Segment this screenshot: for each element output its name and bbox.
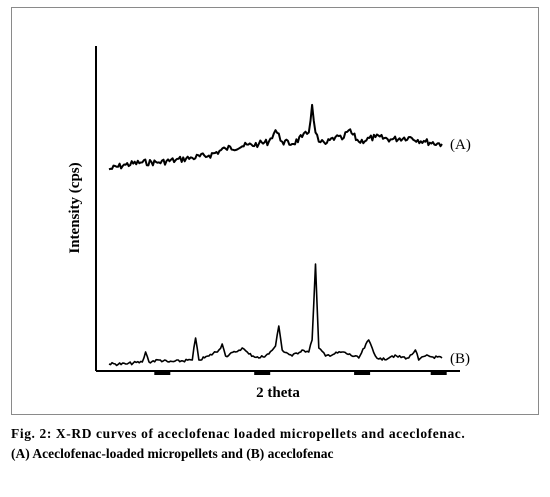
series-label-a: (A) [450,137,471,153]
chart-axes [95,46,460,372]
x-axis-mark-2 [254,370,271,375]
xrd-chart: (A) (B) 2 theta Intensity (cps) [67,46,471,401]
x-axis-mark-4 [430,370,447,375]
x-axis-label: 2 theta [256,385,300,401]
figure-frame: (A) (B) 2 theta Intensity (cps) [11,7,539,415]
x-axis-mark-1 [154,370,171,375]
series-label-b: (B) [450,351,470,367]
x-axis-marks [154,370,447,375]
series-line-b [108,263,443,367]
caption-main: Fig. 2: X-RD curves of aceclofenac loade… [11,426,466,441]
series-labels: (A) (B) [450,137,471,367]
series-layer [108,103,443,367]
figure-caption: Fig. 2: X-RD curves of aceclofenac loade… [11,425,539,463]
caption-sub: (A) Aceclofenac-loaded micropellets and … [11,446,334,461]
x-axis-mark-3 [354,370,371,375]
series-line-a [108,103,443,171]
y-axis-label: Intensity (cps) [67,162,83,253]
